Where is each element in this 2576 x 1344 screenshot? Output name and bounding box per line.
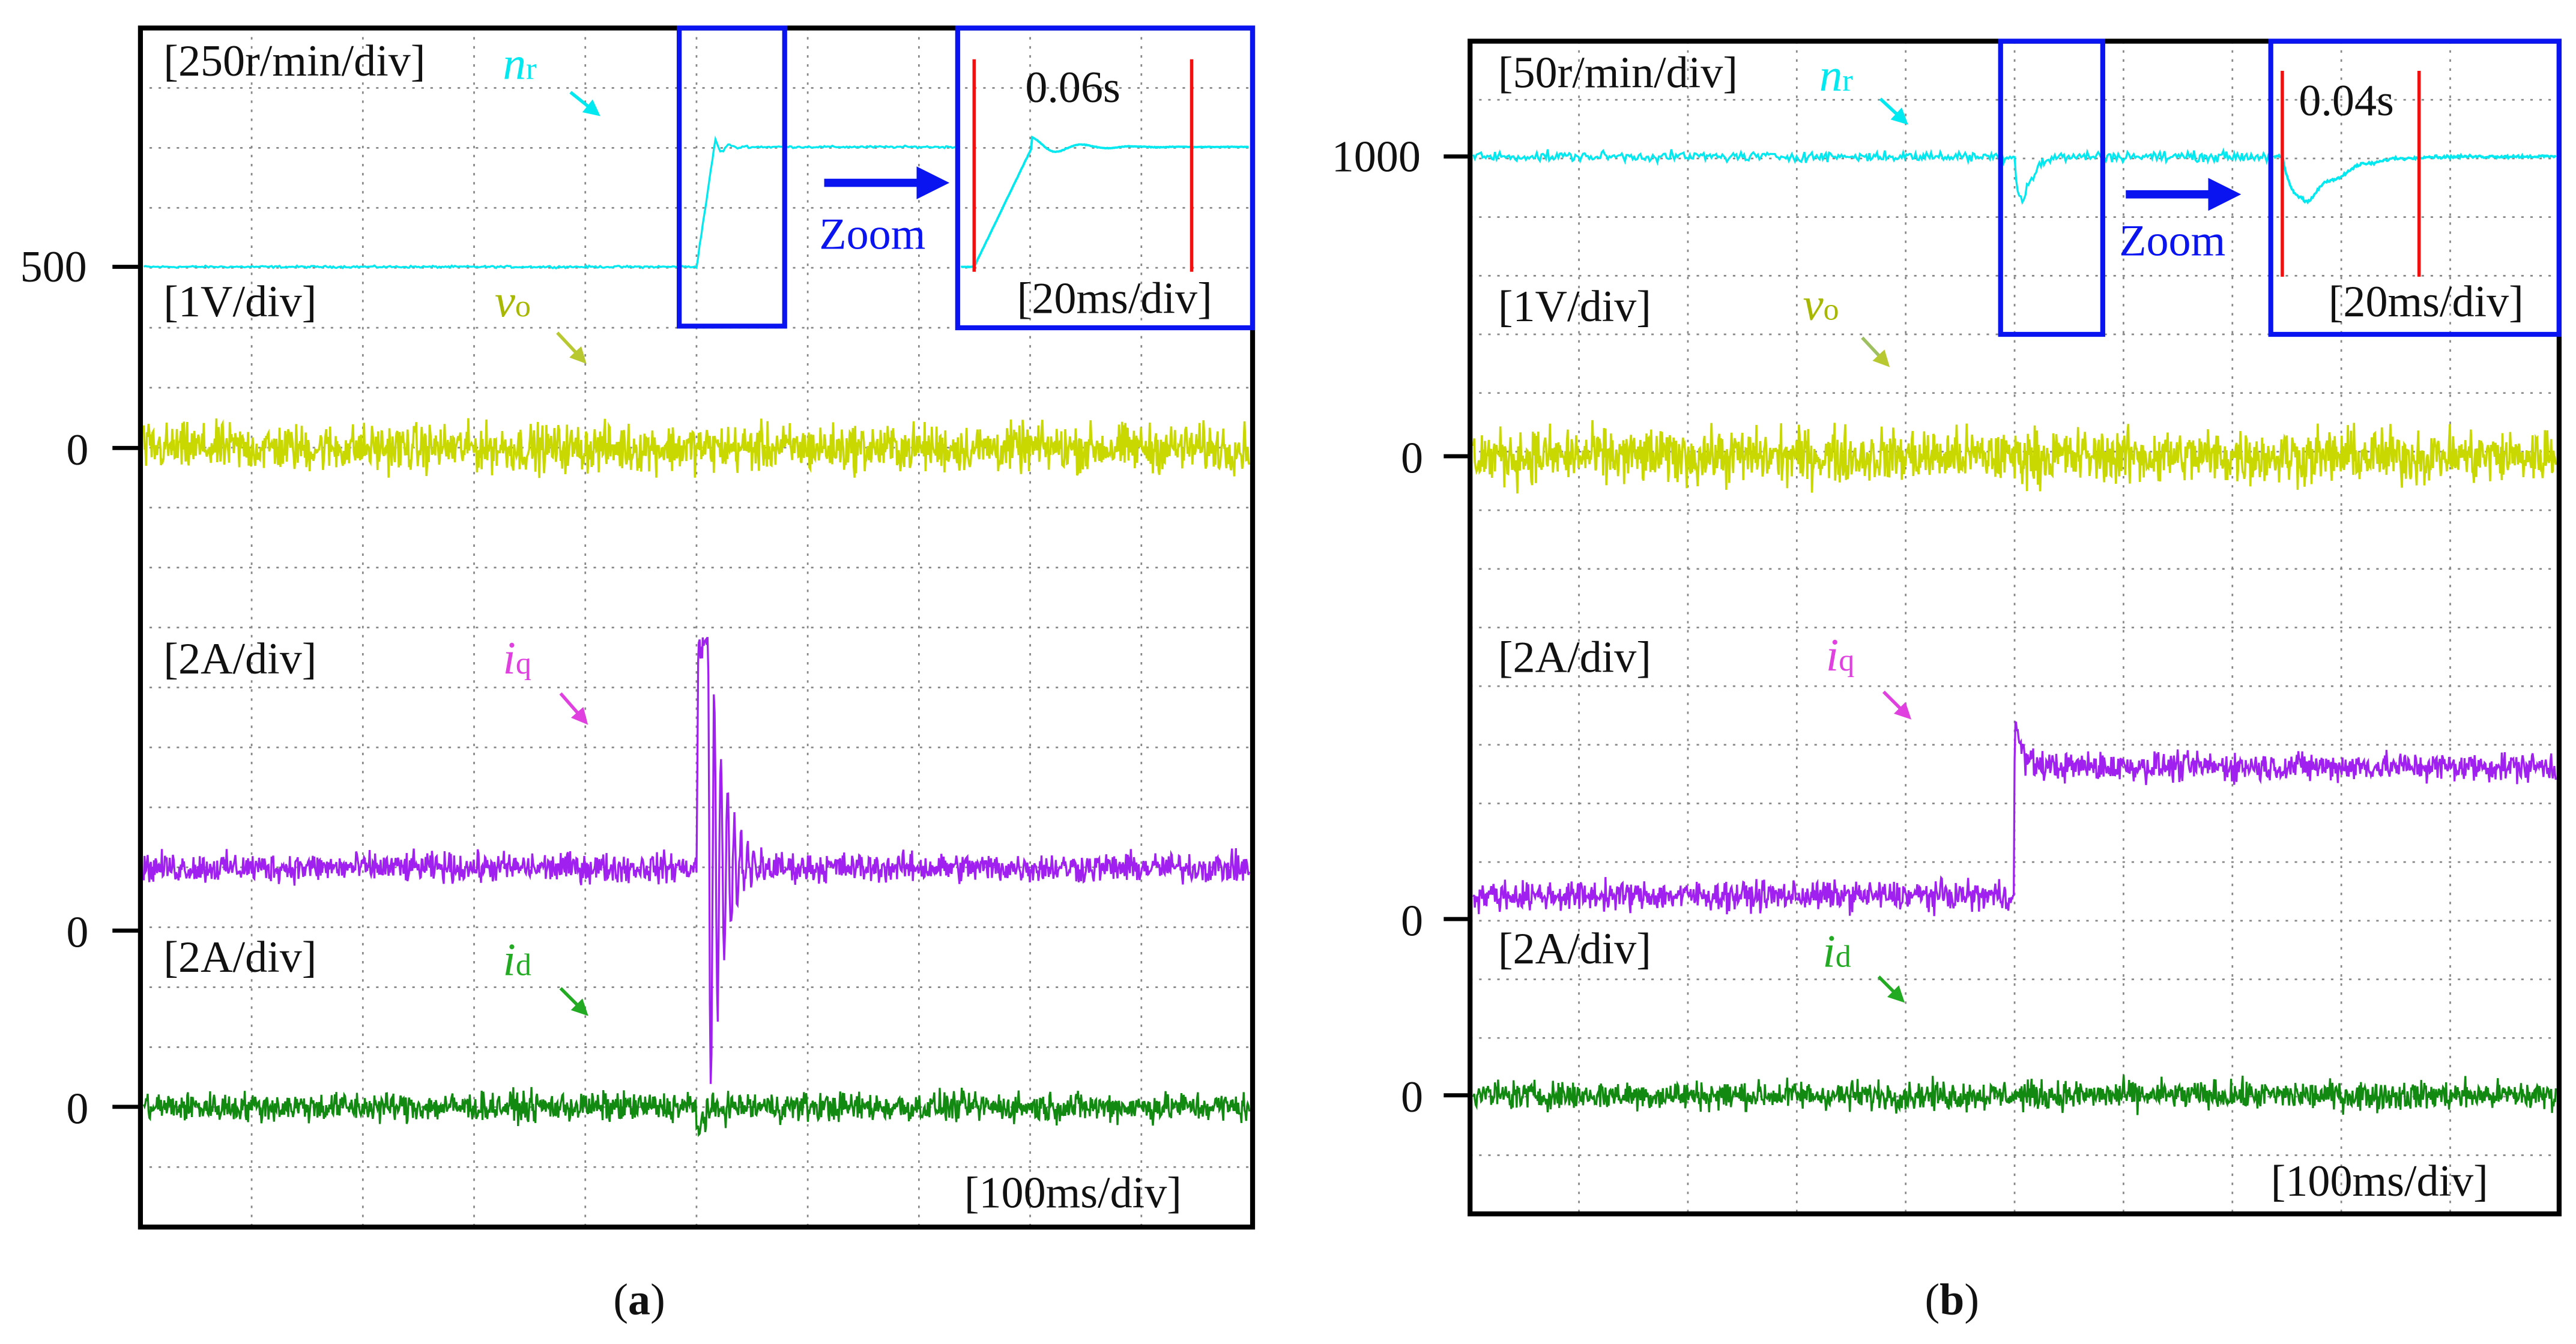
- legend-vo: vo: [1803, 279, 1839, 330]
- trace-nr: [143, 135, 958, 270]
- arrow-vo: [556, 331, 587, 364]
- y-tick-iq: 0: [1401, 897, 1423, 946]
- traces: [1472, 147, 2557, 1115]
- zoom-label: Zoom: [819, 209, 925, 259]
- zoom-interval: 0.04s: [2299, 76, 2393, 125]
- arrow-vo: [1861, 336, 1890, 367]
- legend-nr: nr: [503, 38, 537, 89]
- zoom-interval: 0.06s: [1025, 63, 1120, 112]
- arrow-nr: [569, 91, 600, 116]
- scale-label-vo: [1V/div]: [1498, 282, 1651, 331]
- scale-label-id: [2A/div]: [1498, 924, 1651, 974]
- zoom-time-per-div: [20ms/div]: [2329, 277, 2524, 327]
- trace-vo: [142, 418, 1251, 478]
- legend-vo: vo: [495, 276, 531, 327]
- zoom-region-box: [677, 25, 787, 329]
- time-per-div: [100ms/div]: [964, 1168, 1182, 1217]
- panel-caption: (b): [1925, 1276, 1980, 1325]
- zoom-inset-box: [955, 25, 1256, 331]
- y-tick-nr: 1000: [1332, 132, 1421, 181]
- arrow-nr: [1879, 97, 1908, 125]
- grid: [1470, 41, 2559, 1214]
- legend-id: id: [503, 934, 531, 985]
- trace-id: [142, 1086, 1251, 1138]
- y-tick-vo: 0: [66, 426, 88, 475]
- zoom-inset-box: [2268, 38, 2562, 337]
- scale-label-nr: [50r/min/div]: [1498, 48, 1738, 97]
- legend-iq: iq: [1826, 630, 1854, 681]
- zoom-label: Zoom: [2119, 216, 2225, 265]
- scale-label-id: [2A/div]: [163, 933, 316, 982]
- legend-iq: iq: [503, 633, 531, 684]
- trace-nr: [1472, 147, 2271, 205]
- arrow-iq: [1882, 690, 1912, 720]
- scale-label-iq: [2A/div]: [163, 634, 316, 684]
- y-tick-nr: 500: [20, 243, 87, 292]
- y-tick-vo: 0: [1401, 433, 1423, 483]
- time-per-div: [100ms/div]: [2271, 1157, 2488, 1206]
- trace-id: [1472, 1074, 2557, 1115]
- scale-label-vo: [1V/div]: [163, 277, 316, 327]
- panel-b: 1000 0 0 0 [50r/min/div] nr [1V/div] vo …: [1332, 38, 2562, 1325]
- y-tick-id: 0: [1401, 1073, 1423, 1122]
- scale-label-iq: [2A/div]: [1498, 633, 1651, 682]
- arrow-iq: [559, 692, 588, 725]
- y-tick-iq: 0: [66, 908, 88, 957]
- scale-label-nr: [250r/min/div]: [163, 37, 425, 86]
- zoom-region-box: [1998, 38, 2105, 337]
- panel-caption: (a): [613, 1276, 665, 1325]
- arrow-id: [559, 987, 588, 1016]
- legend-id: id: [1822, 926, 1851, 977]
- panel-a: 500 0 0 0 [250r/min/div] nr [1V/div] vo …: [20, 25, 1256, 1325]
- traces: [142, 135, 1251, 1138]
- zoom-time-per-div: [20ms/div]: [1017, 274, 1212, 323]
- trace-nr-zoomed: [2273, 152, 2557, 205]
- y-tick-id: 0: [66, 1084, 88, 1133]
- trace-nr-zoomed: [961, 135, 1250, 269]
- trace-vo: [1472, 420, 2557, 494]
- arrow-id: [1877, 975, 1905, 1003]
- trace-iq: [1472, 720, 2557, 917]
- trace-iq: [142, 636, 1251, 1084]
- grid: [140, 28, 1253, 1228]
- legend-nr: nr: [1819, 50, 1853, 101]
